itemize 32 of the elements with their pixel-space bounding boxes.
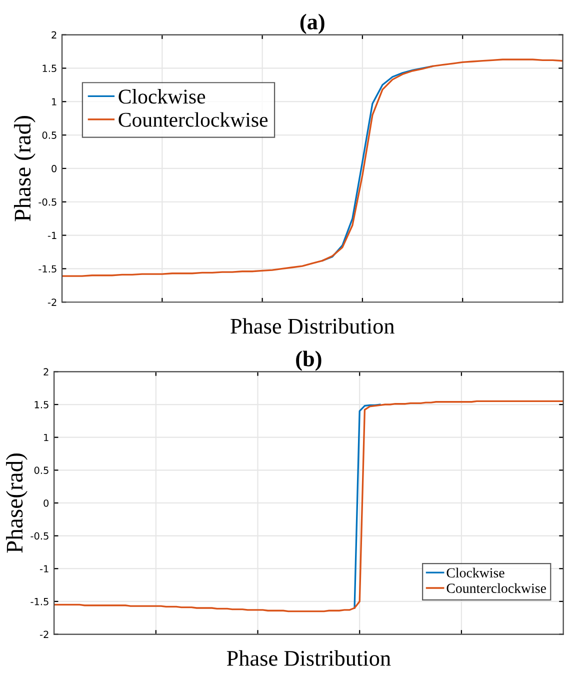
y-axis-title: Phase (rad)	[14, 116, 36, 222]
y-tick-label: 0.5	[42, 132, 56, 139]
y-tick-label: 0	[52, 164, 57, 172]
y-axis-title: Phase(rad)	[6, 454, 28, 553]
x-axis-title: Phase Distribution	[230, 318, 394, 334]
legend-label: Clockwise	[446, 568, 504, 578]
legend-label: Counterclockwise	[446, 583, 546, 593]
y-tick-label: 1	[52, 98, 56, 106]
y-tick-label: 2	[52, 31, 56, 38]
y-tick-label: 1.5	[34, 401, 48, 408]
y-tick-label: -2	[40, 630, 48, 638]
legend-label: Counterclockwise	[118, 112, 268, 127]
y-tick-label: -0.5	[38, 198, 56, 206]
y-tick-label: -1.5	[30, 598, 48, 606]
y-tick-label: 0	[44, 499, 49, 507]
chart-title: (b)	[296, 350, 322, 371]
y-tick-label: 1.5	[42, 64, 56, 72]
y-tick-label: -0.5	[30, 532, 48, 540]
y-tick-label: -1.5	[38, 265, 56, 273]
line-series	[54, 400, 564, 612]
line-series	[322, 65, 434, 262]
y-tick-label: -2	[48, 298, 56, 306]
x-axis-title: Phase Distribution	[226, 650, 391, 666]
y-tick-label: 1	[44, 434, 48, 442]
line-series	[62, 58, 563, 277]
y-tick-label: 2	[44, 368, 48, 376]
y-tick-label: -1	[40, 565, 48, 572]
legend-label: Clockwise	[118, 89, 206, 104]
y-tick-label: 0.5	[34, 466, 48, 474]
chart-title: (a)	[300, 14, 324, 34]
line-series	[354, 404, 381, 609]
y-tick-label: -1	[48, 232, 56, 239]
